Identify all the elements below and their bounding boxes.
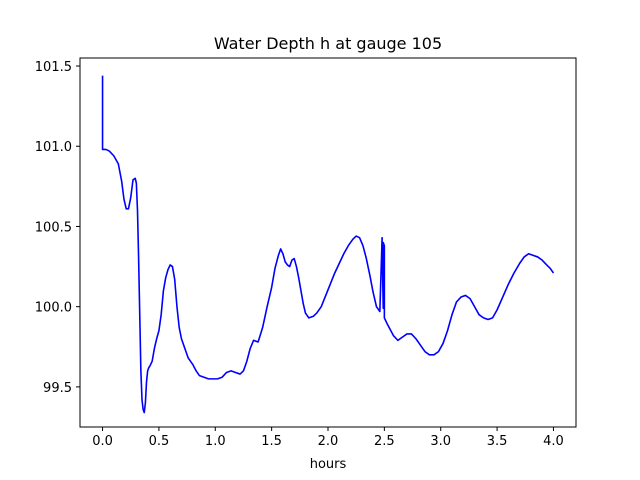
- x-tick-label: 0.0: [92, 434, 113, 449]
- x-tick-label: 2.0: [318, 434, 339, 449]
- y-tick-label: 101.0: [35, 140, 72, 155]
- axes-frame: [79, 57, 577, 428]
- x-axis-ticks: 0.0 0.5 1.0 1.5 2.0 2.5 3.0 3.5 4.0: [92, 427, 564, 449]
- x-axis-label: hours: [310, 457, 347, 472]
- chart-title: Water Depth h at gauge 105: [214, 34, 442, 53]
- plot-area: [101, 75, 555, 414]
- x-tick-label: 1.5: [261, 434, 282, 449]
- x-tick-label: 3.5: [487, 434, 508, 449]
- y-tick-label: 101.5: [35, 60, 72, 75]
- x-tick-label: 2.5: [374, 434, 395, 449]
- x-tick-label: 3.0: [430, 434, 451, 449]
- y-tick-label: 100.0: [35, 301, 72, 316]
- x-tick-label: 4.0: [543, 434, 564, 449]
- x-tick-label: 0.5: [149, 434, 170, 449]
- series-line-0: [101, 75, 555, 414]
- x-tick-label: 1.0: [205, 434, 226, 449]
- y-tick-label: 100.5: [35, 220, 72, 235]
- y-axis-ticks: 99.5 100.0 100.5 101.0 101.5: [35, 60, 80, 396]
- y-tick-label: 99.5: [43, 381, 72, 396]
